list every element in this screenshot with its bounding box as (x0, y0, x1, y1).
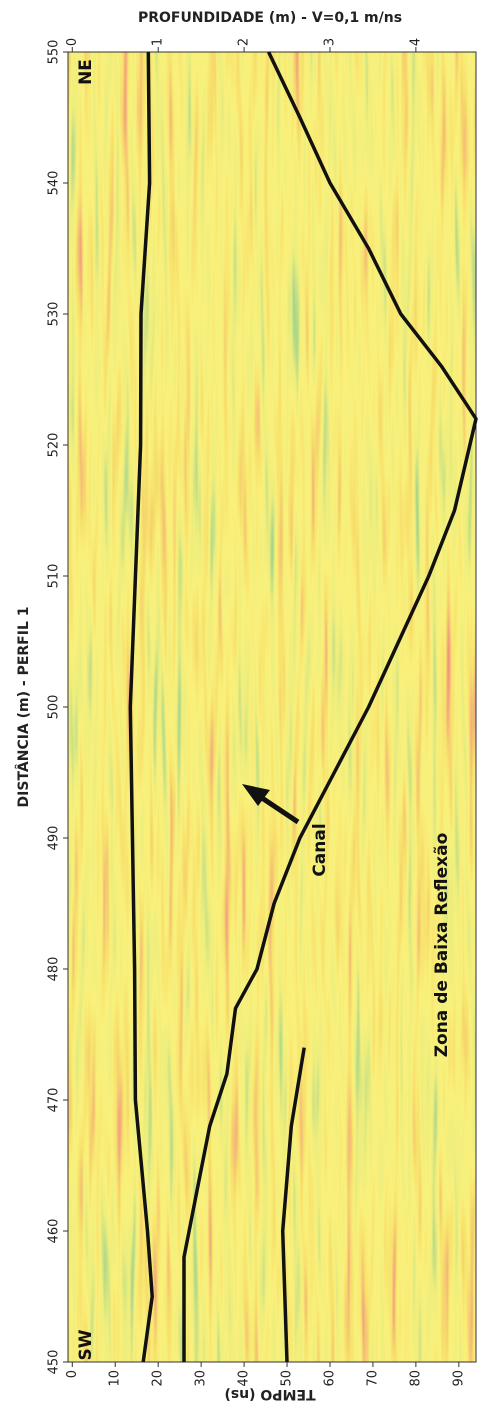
y-tick-label: 470 (47, 1088, 62, 1113)
annotation: Zona de Baixa Reflexão (432, 833, 452, 1058)
radar-texture (68, 52, 476, 1362)
y-tick-label: 550 (47, 40, 62, 65)
x-axis-label: TEMPO (ns) (224, 1386, 315, 1402)
arrow-shaft (260, 795, 300, 825)
y-tick-label: 530 (47, 302, 62, 327)
x2-tick-label: 3 (322, 38, 337, 46)
y-tick-label: 450 (47, 1350, 62, 1375)
horizon-line (280, 1047, 306, 1363)
x2-tick-label: 2 (237, 38, 252, 46)
y-tick-label: 510 (47, 564, 62, 589)
x-tick-label: 30 (194, 1370, 209, 1387)
y-tick-label: 480 (47, 957, 62, 982)
y-tick-label: 460 (47, 1219, 62, 1244)
y-axis-label: DISTÂNCIA (m) - PERFIL 1 (15, 607, 32, 808)
y-tick-label: 520 (47, 433, 62, 458)
x2-tick-label: 4 (408, 38, 423, 46)
x-tick-label: 50 (280, 1370, 295, 1387)
annotation: Canal (310, 823, 330, 876)
x-tick-label: 20 (151, 1370, 166, 1387)
chart-title: PROFUNDIDADE (m) - V=0,1 m/ns (138, 10, 402, 26)
x-tick-label: 70 (365, 1370, 380, 1387)
x2-tick-label: 1 (151, 38, 166, 46)
x-tick-label: 0 (65, 1370, 80, 1378)
x-tick-label: 90 (451, 1370, 466, 1387)
y-tick-label: 500 (47, 695, 62, 720)
annotation: NE (76, 59, 96, 85)
x-tick-label: 40 (237, 1370, 252, 1387)
horizon-line (182, 51, 478, 1362)
x2-tick-label: 0 (65, 38, 80, 46)
x-tick-label: 10 (108, 1370, 123, 1387)
x-tick-label: 60 (322, 1370, 337, 1387)
y-tick-label: 490 (47, 826, 62, 851)
y-tick-label: 540 (47, 171, 62, 196)
annotation: SW (76, 1329, 96, 1360)
arrow-head (242, 784, 270, 806)
x-tick-label: 80 (408, 1370, 423, 1387)
horizon-line (128, 51, 154, 1363)
